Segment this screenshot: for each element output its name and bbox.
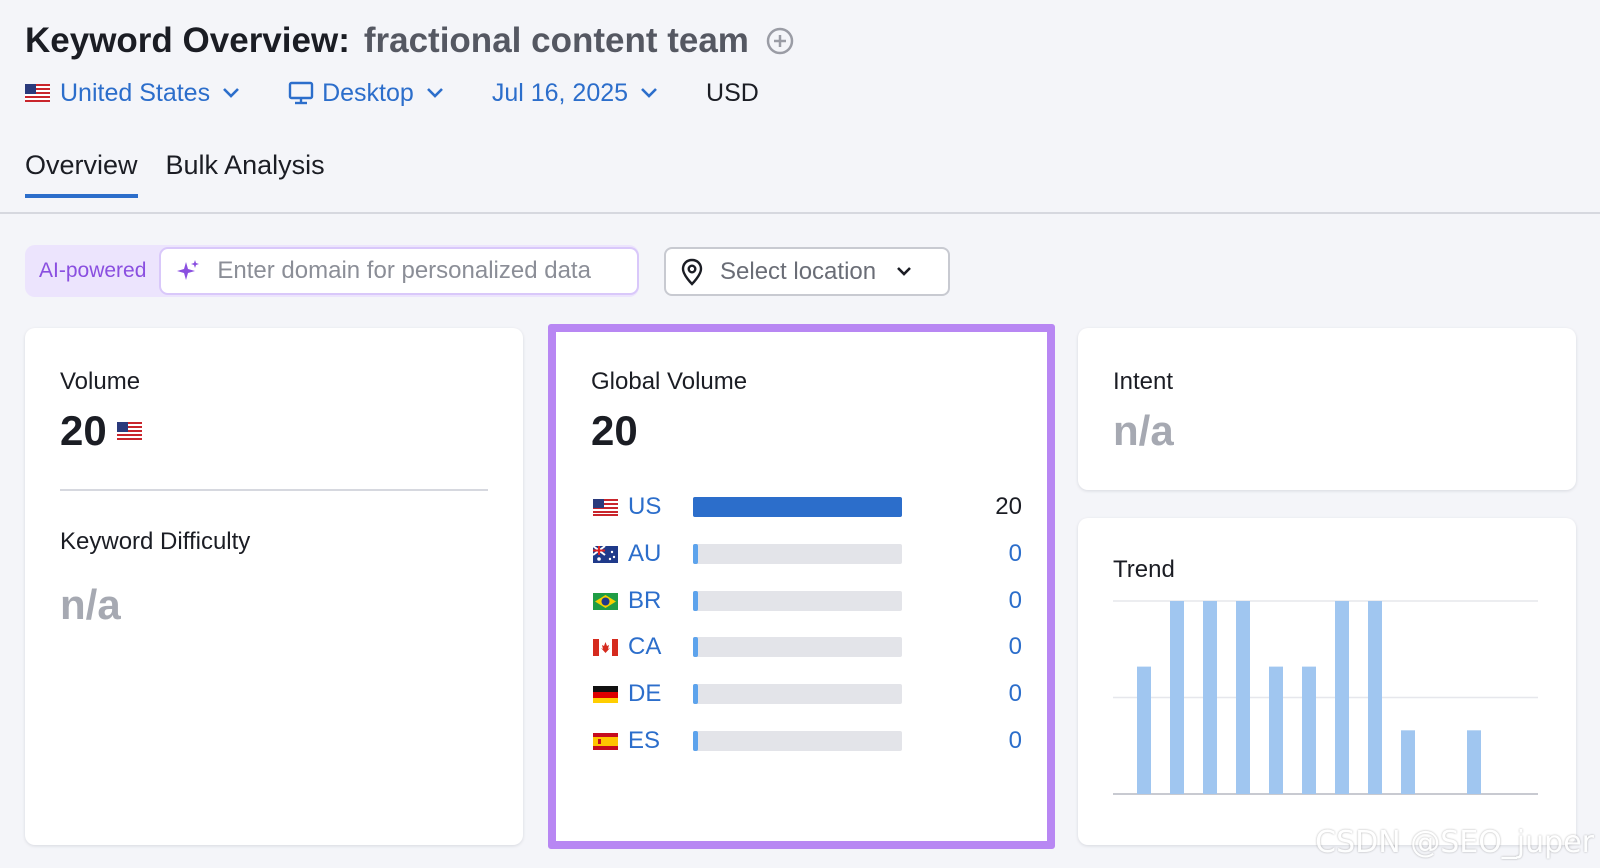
- tab-divider: [0, 212, 1600, 214]
- volume-bar-track: [693, 591, 902, 611]
- country-code-link[interactable]: BR: [628, 587, 662, 614]
- date-label: Jul 16, 2025: [491, 79, 629, 107]
- global-volume-row-br: BR 0: [593, 586, 1022, 616]
- trend-bar[interactable]: [1236, 601, 1250, 794]
- country-code-link[interactable]: CA: [628, 633, 662, 660]
- country-code-link[interactable]: US: [628, 493, 662, 520]
- tab-bulk-analysis[interactable]: Bulk Analysis: [165, 150, 325, 180]
- add-to-list-icon[interactable]: [765, 26, 795, 56]
- global-volume-row-de: DE 0: [593, 679, 1022, 709]
- global-volume-value: 20: [591, 407, 638, 454]
- country-code-link[interactable]: AU: [628, 540, 662, 567]
- trend-bar[interactable]: [1335, 601, 1349, 794]
- page-title: Keyword Overview: fractional content tea…: [25, 18, 795, 64]
- country-volume-value[interactable]: 0: [1008, 633, 1022, 660]
- volume-bar-track: [693, 637, 902, 657]
- country-volume-value[interactable]: 0: [1008, 727, 1022, 754]
- location-placeholder: Select location: [720, 257, 877, 285]
- volume-bar-fill: [693, 731, 698, 751]
- global-volume-label: Global Volume: [591, 368, 748, 395]
- chevron-down-icon: [426, 88, 443, 98]
- trend-label: Trend: [1113, 556, 1175, 583]
- trend-bar[interactable]: [1368, 601, 1382, 794]
- country-volume-value[interactable]: 0: [1008, 587, 1022, 614]
- volume-bar-track: [693, 544, 902, 564]
- us-flag-icon: [25, 84, 50, 102]
- volume-value: 20: [60, 407, 107, 454]
- filters-bar: United States Desktop Jul 16, 2025 USD: [25, 76, 759, 110]
- country-volume-value: 20: [995, 493, 1022, 520]
- domain-input[interactable]: Enter domain for personalized data: [159, 247, 640, 295]
- sparkle-icon: [177, 260, 200, 280]
- us-flag-icon: [593, 498, 618, 516]
- domain-input-placeholder: Enter domain for personalized data: [217, 257, 591, 284]
- keyword-difficulty-label: Keyword Difficulty: [60, 528, 251, 555]
- us-flag-icon: [116, 422, 142, 440]
- volume-bar-fill: [693, 684, 698, 704]
- desktop-icon: [288, 81, 314, 105]
- location-select[interactable]: Select location: [664, 247, 950, 296]
- card-divider: [60, 489, 488, 491]
- trend-bar[interactable]: [1467, 730, 1481, 794]
- keyword-text: fractional content team: [363, 21, 749, 60]
- chevron-down-icon: [897, 267, 912, 276]
- intent-label: Intent: [1113, 368, 1174, 395]
- location-pin-icon: [681, 258, 703, 286]
- device-label: Desktop: [322, 79, 414, 107]
- trend-bar[interactable]: [1269, 666, 1283, 794]
- au-flag-icon: [593, 545, 618, 563]
- currency-label: USD: [706, 79, 759, 107]
- country-code-link[interactable]: DE: [628, 680, 662, 707]
- country-volume-value[interactable]: 0: [1008, 680, 1022, 707]
- br-flag-icon: [593, 592, 618, 610]
- ai-domain-box: AI-powered Enter domain for personalized…: [25, 245, 640, 297]
- country-code-link[interactable]: ES: [628, 727, 661, 754]
- global-volume-card: Global Volume 20 US 20 AU 0 BR 0 CA 0 DE 0 ES 0: [548, 324, 1055, 849]
- trend-chart: [1113, 600, 1538, 795]
- page-title-label: Keyword Overview:: [25, 21, 350, 60]
- intent-card: Intent n/a: [1078, 328, 1576, 490]
- volume-card: Volume 20 Keyword Difficulty n/a: [25, 328, 523, 845]
- intent-value: n/a: [1113, 407, 1174, 454]
- volume-bar-track: [693, 731, 902, 751]
- volume-bar-fill: [693, 637, 698, 657]
- date-dropdown[interactable]: Jul 16, 2025: [492, 76, 658, 110]
- chevron-down-icon: [641, 88, 657, 98]
- global-volume-row-ca: CA 0: [593, 632, 1022, 662]
- es-flag-icon: [593, 732, 618, 750]
- de-flag-icon: [593, 685, 618, 703]
- watermark: CSDN @SEO_juper: [1315, 825, 1594, 860]
- tab-bar: Overview Bulk Analysis: [25, 150, 325, 198]
- keyword-difficulty-value: n/a: [60, 581, 121, 628]
- volume-bar-fill: [693, 497, 902, 517]
- country-volume-value[interactable]: 0: [1008, 540, 1022, 567]
- ca-flag-icon: [593, 638, 618, 656]
- volume-bar-fill: [693, 544, 698, 564]
- country-label: United States: [60, 79, 211, 107]
- trend-bar[interactable]: [1302, 666, 1316, 794]
- volume-label: Volume: [60, 368, 141, 395]
- volume-bar-fill: [693, 591, 698, 611]
- trend-bar[interactable]: [1137, 666, 1151, 794]
- ai-powered-badge: AI-powered: [39, 259, 147, 282]
- chevron-down-icon: [223, 88, 240, 98]
- volume-value-row: 20: [60, 406, 142, 456]
- global-volume-row-us: US 20: [593, 492, 1022, 522]
- device-dropdown[interactable]: Desktop: [288, 76, 444, 110]
- country-dropdown[interactable]: United States: [25, 76, 240, 110]
- trend-bar[interactable]: [1203, 601, 1217, 794]
- volume-bar-track: [693, 684, 902, 704]
- trend-bar[interactable]: [1401, 730, 1415, 794]
- global-volume-row-es: ES 0: [593, 726, 1022, 756]
- trend-bar[interactable]: [1170, 601, 1184, 794]
- tab-overview[interactable]: Overview: [25, 150, 138, 198]
- volume-bar-track: [693, 497, 902, 517]
- trend-card: Trend: [1078, 518, 1576, 845]
- global-volume-row-au: AU 0: [593, 539, 1022, 569]
